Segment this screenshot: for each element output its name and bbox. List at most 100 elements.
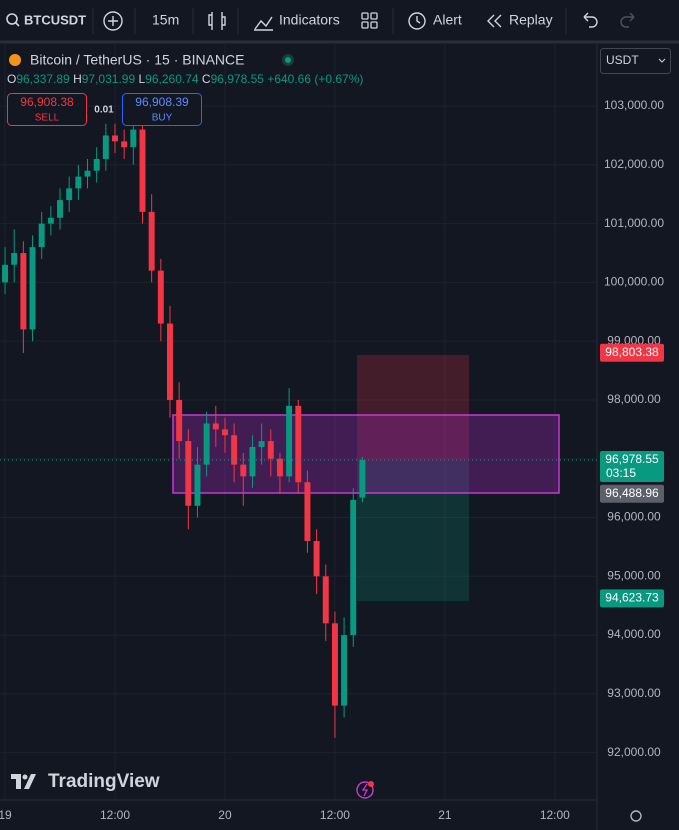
ohlc-change: +640.66 (+0.67%) [267, 72, 363, 86]
candle-body [286, 405, 293, 477]
ohlc-label: O [7, 72, 16, 86]
ohlc-value: 97,031.99 [82, 72, 136, 86]
interval[interactable]: 15m [152, 12, 179, 28]
candle-body [212, 423, 219, 430]
price-tag-label: 94,623.73 [605, 591, 659, 605]
candle-body [11, 253, 18, 265]
templates-button[interactable] [361, 12, 378, 29]
candle-body [295, 405, 302, 483]
sell-label: SELL [35, 113, 60, 124]
position-stop-zone[interactable] [357, 461, 469, 601]
symbol[interactable]: BTCUSDT [24, 12, 86, 27]
rectangle-drawing[interactable] [172, 414, 560, 494]
candle-body [176, 399, 183, 442]
candles [2, 117, 366, 738]
y-tick-label: 98,000.00 [607, 392, 661, 406]
symbol-icon [9, 54, 21, 66]
candle-body [112, 135, 118, 142]
candle-body [331, 623, 338, 706]
candle-body [66, 188, 73, 201]
candle-body [249, 446, 256, 477]
x-tick-label: 20 [218, 808, 232, 822]
logo: TradingView [11, 771, 160, 792]
x-tick-label: 19 [0, 808, 12, 822]
candle-body [167, 323, 173, 400]
ohlc-value: 96,978.55 [211, 72, 265, 86]
candle-body [20, 253, 27, 330]
indicators-button[interactable]: Indicators [279, 12, 340, 28]
candle-body [203, 423, 210, 465]
position-target-zone[interactable] [357, 355, 469, 461]
legend-title: Bitcoin / TetherUS · 15 · BINANCE [30, 52, 244, 68]
candle-body [130, 129, 137, 148]
ohlc-value: 96,260.74 [145, 72, 199, 86]
y-tick-label: 103,000.00 [604, 98, 664, 112]
logo-text: TradingView [48, 771, 160, 792]
x-tick-label: 12:00 [320, 808, 350, 822]
logo-mark [11, 774, 36, 789]
price-tag-label: 98,803.38 [605, 345, 659, 359]
y-tick-label: 92,000.00 [607, 745, 661, 759]
compare-button[interactable] [103, 11, 123, 31]
alert-icon [416, 16, 421, 24]
replay-icon [487, 14, 502, 28]
candle-body [121, 141, 128, 148]
alert-icon [408, 12, 426, 30]
candle-body [322, 576, 329, 624]
candle-body [139, 129, 146, 212]
candle-body [57, 200, 63, 218]
sell-button[interactable] [7, 93, 87, 126]
undo-button[interactable] [583, 12, 598, 28]
chart-type-button[interactable] [208, 12, 226, 30]
candle-body [194, 464, 201, 506]
price-tag [600, 484, 664, 503]
candle-body [313, 541, 320, 577]
candle-body [304, 482, 311, 542]
y-tick-label: 96,000.00 [607, 510, 661, 524]
candle-body [47, 217, 54, 224]
market-status [285, 57, 291, 63]
candle-body [267, 441, 274, 459]
candle-body [148, 211, 155, 271]
redo-button[interactable] [620, 12, 635, 28]
y-tick-label: 93,000.00 [607, 686, 661, 700]
legend: Bitcoin / TetherUS · 15 · BINANCE O96,33… [7, 52, 363, 126]
ohlc-label: L [138, 72, 145, 86]
ohlc-label: C [202, 72, 211, 86]
y-tick-label: 102,000.00 [604, 157, 664, 171]
candle-body [38, 223, 45, 248]
candle-body [221, 429, 228, 436]
toolbar: BTCUSDT 15m Indicators Alert Replay [0, 8, 679, 44]
candle-body [84, 170, 91, 177]
lightning-button[interactable] [356, 781, 374, 799]
buy-button[interactable] [122, 93, 202, 126]
candle-body [93, 158, 100, 171]
x-tick-label: 21 [438, 808, 452, 822]
logo-mark [22, 774, 28, 780]
compare-icon [108, 16, 118, 26]
price-tag-label: 96,488.96 [605, 486, 659, 500]
buy-label: BUY [152, 113, 173, 124]
dropdown-icon [658, 58, 666, 63]
search-icon [14, 21, 20, 27]
y-tick-label: 94,000.00 [607, 627, 661, 641]
alert-button[interactable]: Alert [433, 12, 462, 28]
candle-body [350, 499, 357, 636]
price-tag [600, 589, 664, 608]
indicators-icon [254, 16, 273, 31]
settings-button[interactable] [630, 810, 642, 822]
candle-body [157, 270, 164, 324]
notification-dot [368, 781, 374, 787]
ohlc-value: 96,337.89 [16, 72, 70, 86]
price-tag [600, 450, 664, 482]
y-tick-label: 101,000.00 [604, 216, 664, 230]
replay-button[interactable]: Replay [509, 12, 553, 28]
price-tag [600, 343, 664, 362]
countdown: 03:15 [606, 466, 636, 480]
candle-body [359, 459, 366, 498]
currency-select[interactable] [600, 48, 671, 74]
quantity[interactable]: 0.01 [94, 105, 114, 116]
search-icon[interactable] [6, 13, 18, 25]
ohlc-label: H [73, 72, 82, 86]
